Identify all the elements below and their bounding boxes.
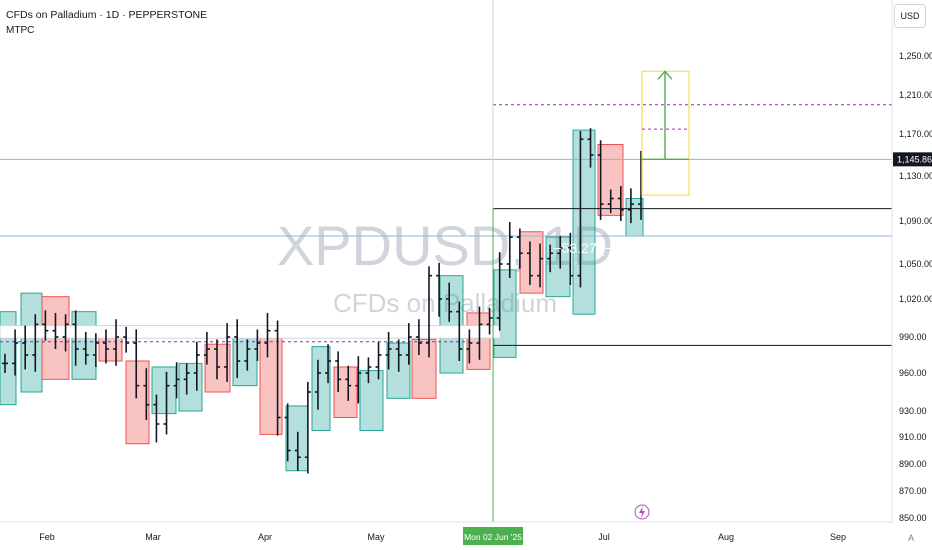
time-tick-label: Aug bbox=[718, 532, 734, 542]
currency-button[interactable]: USD bbox=[894, 4, 926, 28]
crosshair-date-label: Mon 02 Jun '25 bbox=[464, 532, 522, 542]
price-tick-label: 990.00 bbox=[899, 332, 927, 342]
price-tick-label: 910.00 bbox=[899, 432, 927, 442]
current-price-badge bbox=[893, 152, 932, 167]
candle-band bbox=[466, 312, 491, 370]
target-arrow-head bbox=[657, 70, 673, 80]
time-tick-label: Apr bbox=[258, 532, 272, 542]
price-tick-label: 1,130.00 bbox=[899, 171, 932, 181]
candle-band bbox=[493, 269, 517, 358]
watermark-symbol: XPDUSD, 1D bbox=[277, 214, 613, 277]
price-tick-label: 870.00 bbox=[899, 486, 927, 496]
price-tick-label: 850.00 bbox=[899, 513, 927, 523]
target-label: 88.44 (7.72%) 8,844 bbox=[602, 36, 729, 52]
price-tick-label: 1,170.00 bbox=[899, 129, 932, 139]
stop-label: −53.27 (−4.65%) −5,327 bbox=[553, 240, 705, 256]
chart-title: CFDs on Palladium · 1D · PEPPERSTONE bbox=[6, 9, 208, 21]
price-tick-label: 1,090.00 bbox=[899, 216, 932, 226]
candle-band bbox=[359, 370, 384, 432]
price-axis[interactable]: 1,250.00 1,210.00 1,170.00 1,130.00 1,090.00… bbox=[891, 0, 932, 526]
price-tick-label: 1,250.00 bbox=[899, 51, 932, 61]
price-tick-label: 1,050.00 bbox=[899, 259, 932, 269]
time-tick-label: Feb bbox=[39, 532, 55, 542]
crosshair-date-badge bbox=[463, 527, 523, 545]
candle-band bbox=[439, 275, 464, 374]
long-position-tool[interactable]: 88.44 (7.72%) 8,844 −53.27 (−4.65%) −5,32… bbox=[553, 36, 729, 520]
time-tick-label: Sep bbox=[830, 532, 846, 542]
candle-band bbox=[411, 338, 437, 399]
auto-scale-button[interactable]: A bbox=[908, 533, 914, 543]
price-tick-label: 890.00 bbox=[899, 459, 927, 469]
price-tick-label: 930.00 bbox=[899, 406, 927, 416]
range-highlight bbox=[0, 325, 501, 339]
candle-band bbox=[178, 362, 203, 412]
ohlc-bars bbox=[2, 128, 644, 474]
price-tick-label: 960.00 bbox=[899, 368, 927, 378]
entry-zone bbox=[641, 158, 690, 196]
indicator-label: MTPC bbox=[6, 25, 35, 36]
candle-band bbox=[311, 346, 331, 432]
candle-band bbox=[125, 360, 150, 445]
time-tick-label: Jul bbox=[598, 532, 610, 542]
price-tick-label: 1,210.00 bbox=[899, 90, 932, 100]
price-levels bbox=[0, 0, 892, 522]
price-tick-label: 1,020.00 bbox=[899, 294, 932, 304]
time-tick-label: Mar bbox=[145, 532, 161, 542]
lightning-icon-bolt bbox=[639, 506, 645, 518]
current-price-label: 1,145.86 bbox=[897, 154, 932, 164]
candle-band bbox=[151, 366, 177, 415]
lightning-icon bbox=[634, 504, 650, 520]
candle-band bbox=[572, 129, 596, 315]
candle-band bbox=[259, 327, 283, 435]
time-axis[interactable]: Feb Mar Apr May Jul Aug Sep Mon 02 Jun '25 A bbox=[0, 521, 932, 550]
time-tick-label: May bbox=[367, 532, 385, 542]
